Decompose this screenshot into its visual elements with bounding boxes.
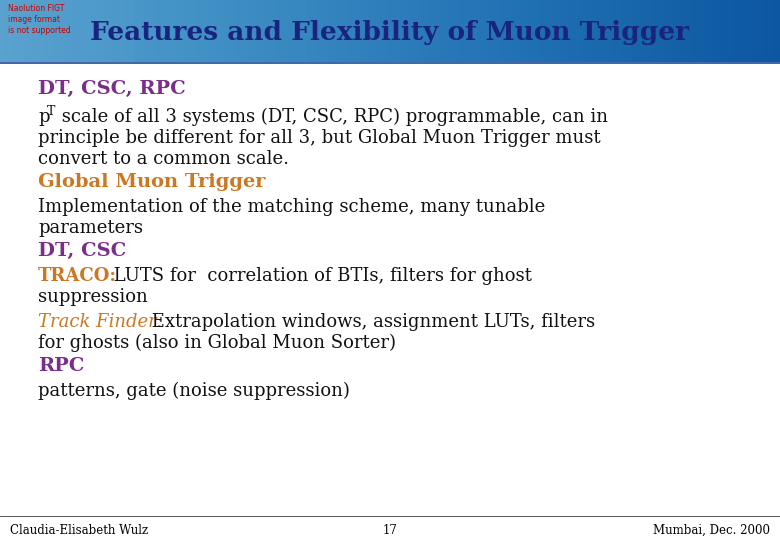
Text: principle be different for all 3, but Global Muon Trigger must: principle be different for all 3, but Gl… [38,129,601,147]
Text: T: T [47,105,55,118]
Text: p: p [38,108,49,126]
Text: Naolution FIGT
image format
is not supported: Naolution FIGT image format is not suppo… [8,4,71,35]
Text: for ghosts (also in Global Muon Sorter): for ghosts (also in Global Muon Sorter) [38,334,396,352]
Text: LUTS for  correlation of BTIs, filters for ghost: LUTS for correlation of BTIs, filters fo… [108,267,532,285]
Text: scale of all 3 systems (DT, CSC, RPC) programmable, can in: scale of all 3 systems (DT, CSC, RPC) pr… [56,108,608,126]
Text: parameters: parameters [38,219,143,237]
Text: Mumbai, Dec. 2000: Mumbai, Dec. 2000 [653,524,770,537]
Text: patterns, gate (noise suppression): patterns, gate (noise suppression) [38,382,350,400]
Text: Track Finder:: Track Finder: [38,313,163,331]
Text: DT, CSC, RPC: DT, CSC, RPC [38,80,186,98]
Text: RPC: RPC [38,357,84,375]
Text: convert to a common scale.: convert to a common scale. [38,150,289,168]
Text: TRACO:: TRACO: [38,267,117,285]
Text: Features and Flexibility of Muon Trigger: Features and Flexibility of Muon Trigger [90,21,690,45]
Text: Extrapolation windows, assignment LUTs, filters: Extrapolation windows, assignment LUTs, … [146,313,595,331]
Text: 17: 17 [382,524,398,537]
Text: Implementation of the matching scheme, many tunable: Implementation of the matching scheme, m… [38,198,545,216]
Text: Global Muon Trigger: Global Muon Trigger [38,173,265,191]
Text: suppression: suppression [38,288,147,306]
Text: Claudia-Elisabeth Wulz: Claudia-Elisabeth Wulz [10,524,148,537]
Text: DT, CSC: DT, CSC [38,242,126,260]
